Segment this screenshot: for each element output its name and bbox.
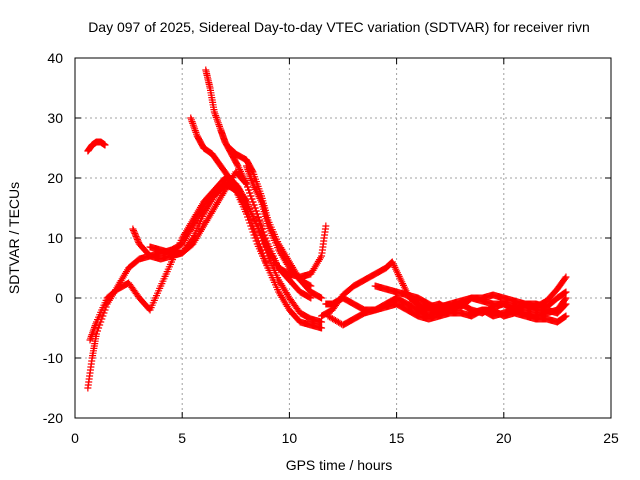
- x-tick-label: 10: [282, 430, 298, 446]
- data-point: [259, 225, 267, 233]
- data-point: [131, 230, 139, 237]
- y-tick-label: 40: [47, 50, 63, 66]
- data-point: [99, 312, 107, 320]
- data-point: [562, 288, 570, 296]
- data-point: [252, 237, 260, 245]
- data-point: [248, 225, 256, 233]
- series-arc-p: [468, 294, 570, 320]
- data-point: [251, 234, 259, 242]
- data-point: [562, 312, 570, 320]
- data-point: [249, 198, 257, 206]
- data-point: [245, 186, 253, 194]
- data-point: [237, 189, 245, 197]
- data-point: [258, 222, 266, 230]
- data-point: [239, 192, 247, 200]
- data-point: [254, 213, 262, 221]
- data-point: [249, 228, 257, 236]
- data-point: [318, 318, 326, 326]
- tick-labels: 0 5 10 15 20 25 -20 -10 0 10 20 30 40: [43, 50, 619, 446]
- series-arc-i: [243, 162, 315, 290]
- data-points: [84, 66, 570, 392]
- y-tick-label: -20: [43, 410, 63, 426]
- data-point: [246, 189, 254, 197]
- data-point: [255, 216, 263, 224]
- data-point: [134, 237, 142, 245]
- data-point: [256, 219, 264, 227]
- data-point: [263, 237, 271, 245]
- data-point: [561, 274, 569, 282]
- data-point: [250, 231, 258, 239]
- axis-ticks: [74, 57, 612, 419]
- data-point: [233, 161, 241, 169]
- data-point: [248, 195, 256, 203]
- data-point: [322, 222, 330, 230]
- data-point: [238, 191, 246, 198]
- y-tick-label: 10: [47, 230, 63, 246]
- data-point: [101, 141, 109, 149]
- data-point: [562, 273, 570, 281]
- data-point: [261, 231, 269, 239]
- data-point: [260, 228, 268, 236]
- series-arc-d: [146, 180, 272, 272]
- y-tick-label: 20: [47, 170, 63, 186]
- data-point: [130, 228, 138, 236]
- data-point: [133, 236, 141, 243]
- data-point: [561, 295, 569, 303]
- data-point: [244, 183, 252, 191]
- data-point: [318, 324, 326, 332]
- data-point: [307, 282, 315, 290]
- data-point: [241, 195, 249, 203]
- data-point: [245, 216, 253, 224]
- data-point: [237, 188, 245, 195]
- data-point: [235, 185, 243, 192]
- chart-title: Day 097 of 2025, Sidereal Day-to-day VTE…: [88, 19, 590, 35]
- data-point: [307, 294, 315, 302]
- data-point: [132, 233, 140, 240]
- x-tick-label: 25: [603, 430, 619, 446]
- data-point: [262, 234, 270, 242]
- x-axis-label: GPS time / hours: [286, 457, 393, 473]
- data-point: [129, 225, 137, 233]
- x-tick-label: 0: [71, 430, 79, 446]
- data-point: [133, 234, 141, 242]
- y-tick-label: -10: [43, 350, 63, 366]
- data-point: [240, 194, 248, 201]
- y-tick-label: 30: [47, 110, 63, 126]
- data-point: [252, 207, 260, 215]
- y-axis-label: SDTVAR / TECUs: [6, 182, 22, 294]
- data-point: [253, 210, 261, 218]
- data-point: [264, 264, 272, 272]
- data-point: [131, 231, 139, 239]
- data-point: [243, 180, 251, 188]
- x-tick-label: 20: [496, 430, 512, 446]
- data-point: [246, 219, 254, 227]
- grid-lines: [75, 58, 611, 418]
- data-point: [250, 201, 258, 209]
- y-tick-label: 0: [55, 290, 63, 306]
- series-arc-e: [84, 138, 109, 155]
- data-point: [318, 294, 326, 302]
- data-point: [562, 294, 570, 302]
- data-point: [251, 204, 259, 212]
- data-point: [242, 197, 250, 204]
- x-tick-label: 15: [389, 430, 405, 446]
- x-tick-label: 5: [178, 430, 186, 446]
- data-point: [236, 186, 244, 194]
- series-arc-o: [435, 273, 570, 311]
- data-point: [247, 222, 255, 230]
- data-point: [130, 227, 138, 234]
- data-point: [188, 236, 196, 243]
- data-point: [234, 183, 242, 191]
- data-point: [247, 192, 255, 200]
